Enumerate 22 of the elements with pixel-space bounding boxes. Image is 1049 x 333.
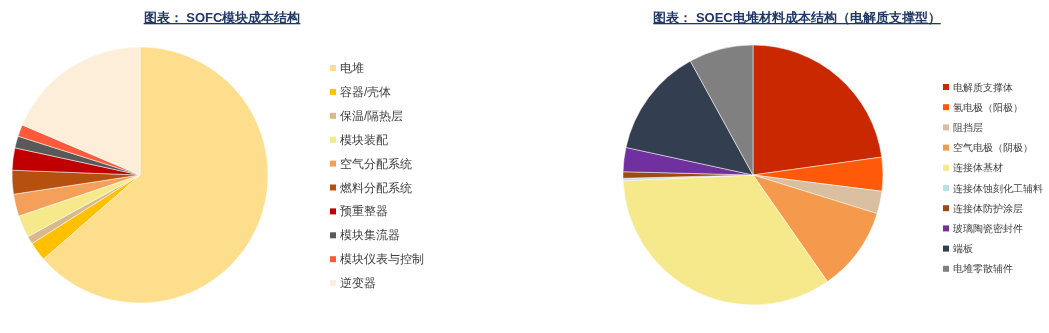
legend-label: 保温/隔热层	[340, 108, 404, 123]
legend-label: 玻璃陶瓷密封件	[953, 222, 1023, 234]
legend-label: 燃料分配系统	[340, 180, 412, 195]
legend-label: 氢电极（阳极）	[953, 101, 1023, 113]
legend-label: 空气分配系统	[340, 156, 412, 171]
legend-label: 空气电极（阴极）	[953, 142, 1033, 154]
legend-label: 阻挡层	[953, 121, 983, 133]
legend-label: 模块仪表与控制	[340, 252, 424, 267]
legend-label: 端板	[953, 243, 973, 255]
legend-label: 模块装配	[340, 132, 388, 147]
legend-label: 连接体基材	[953, 162, 1003, 174]
legend-label: 电解质支撑体	[953, 81, 1013, 93]
legend-label: 连接体蚀刻化工辅料	[953, 182, 1043, 194]
legend-label: 预重整器	[340, 204, 388, 219]
legend-label: 电堆零散辅件	[953, 263, 1013, 275]
legend-label: 逆变器	[340, 276, 376, 291]
legend-label: 连接体防护涂层	[953, 202, 1023, 214]
chart-title: 图表： SOFC模块成本结构	[143, 10, 301, 25]
legend-label: 模块集流器	[340, 228, 400, 243]
legend-label: 容器/壳体	[340, 84, 392, 99]
legend-label: 电堆	[340, 61, 364, 75]
chart-title: 图表： SOEC电堆材料成本结构（电解质支撑型）	[653, 10, 941, 25]
